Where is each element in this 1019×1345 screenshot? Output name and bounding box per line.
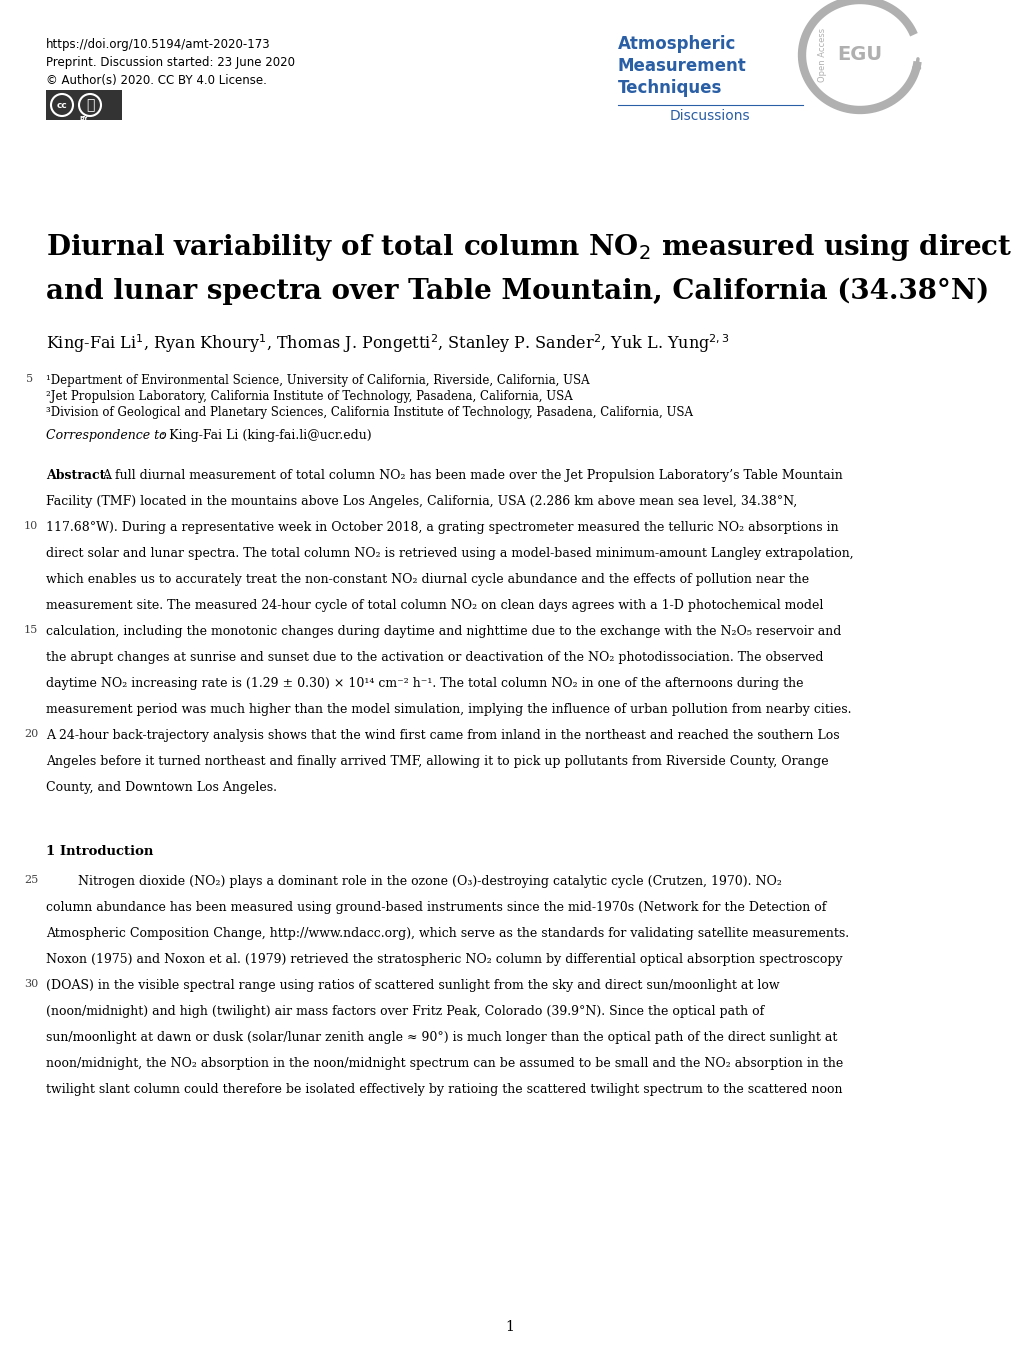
Text: Noxon (1975) and Noxon et al. (1979) retrieved the stratospheric NO₂ column by d: Noxon (1975) and Noxon et al. (1979) ret… — [46, 954, 842, 966]
Text: the abrupt changes at sunrise and sunset due to the activation or deactivation o: the abrupt changes at sunrise and sunset… — [46, 651, 822, 664]
Text: https://doi.org/10.5194/amt-2020-173: https://doi.org/10.5194/amt-2020-173 — [46, 38, 270, 51]
Text: Angeles before it turned northeast and finally arrived TMF, allowing it to pick : Angeles before it turned northeast and f… — [46, 755, 827, 768]
Text: Atmospheric: Atmospheric — [618, 35, 736, 52]
Text: calculation, including the monotonic changes during daytime and nighttime due to: calculation, including the monotonic cha… — [46, 625, 841, 638]
Text: 30: 30 — [24, 979, 39, 989]
Text: County, and Downtown Los Angeles.: County, and Downtown Los Angeles. — [46, 781, 277, 794]
Text: © Author(s) 2020. CC BY 4.0 License.: © Author(s) 2020. CC BY 4.0 License. — [46, 74, 267, 87]
Text: twilight slant column could therefore be isolated effectively by ratioing the sc: twilight slant column could therefore be… — [46, 1083, 842, 1096]
Text: BY: BY — [79, 116, 89, 121]
Text: 1 Introduction: 1 Introduction — [46, 845, 153, 858]
Text: Measurement: Measurement — [618, 56, 746, 75]
Text: daytime NO₂ increasing rate is (1.29 ± 0.30) × 10¹⁴ cm⁻² h⁻¹. The total column N: daytime NO₂ increasing rate is (1.29 ± 0… — [46, 677, 803, 690]
Text: Discussions: Discussions — [669, 109, 750, 122]
Text: 5: 5 — [25, 374, 33, 385]
Text: noon/midnight, the NO₂ absorption in the noon/midnight spectrum can be assumed t: noon/midnight, the NO₂ absorption in the… — [46, 1057, 843, 1071]
Text: 20: 20 — [24, 729, 39, 738]
Text: and lunar spectra over Table Mountain, California (34.38°N): and lunar spectra over Table Mountain, C… — [46, 278, 988, 305]
Text: EGU: EGU — [837, 46, 881, 65]
Text: 1: 1 — [505, 1319, 514, 1334]
Text: which enables us to accurately treat the non-constant NO₂ diurnal cycle abundanc: which enables us to accurately treat the… — [46, 573, 808, 586]
Text: direct solar and lunar spectra. The total column NO₂ is retrieved using a model-: direct solar and lunar spectra. The tota… — [46, 547, 853, 560]
Text: Facility (TMF) located in the mountains above Los Angeles, California, USA (2.28: Facility (TMF) located in the mountains … — [46, 495, 797, 508]
Text: measurement period was much higher than the model simulation, implying the influ: measurement period was much higher than … — [46, 703, 851, 716]
Text: 10: 10 — [24, 521, 39, 531]
Text: A 24-hour back-trajectory analysis shows that the wind first came from inland in: A 24-hour back-trajectory analysis shows… — [46, 729, 839, 742]
Text: column abundance has been measured using ground-based instruments since the mid-: column abundance has been measured using… — [46, 901, 825, 915]
Text: 117.68°W). During a representative week in October 2018, a grating spectrometer : 117.68°W). During a representative week … — [46, 521, 838, 534]
Text: cc: cc — [57, 101, 67, 109]
Text: King-Fai Li$^1$, Ryan Khoury$^1$, Thomas J. Pongetti$^2$, Stanley P. Sander$^2$,: King-Fai Li$^1$, Ryan Khoury$^1$, Thomas… — [46, 332, 729, 355]
Text: (DOAS) in the visible spectral range using ratios of scattered sunlight from the: (DOAS) in the visible spectral range usi… — [46, 979, 779, 993]
Text: ⓘ: ⓘ — [86, 98, 94, 112]
Text: ¹Department of Environmental Science, University of California, Riverside, Calif: ¹Department of Environmental Science, Un… — [46, 374, 589, 387]
Text: Correspondence to: Correspondence to — [46, 429, 166, 443]
Bar — [46, 90, 122, 120]
Text: sun/moonlight at dawn or dusk (solar/lunar zenith angle ≈ 90°) is much longer th: sun/moonlight at dawn or dusk (solar/lun… — [46, 1032, 837, 1044]
Text: Techniques: Techniques — [618, 79, 721, 97]
Text: Nitrogen dioxide (NO₂) plays a dominant role in the ozone (O₃)-destroying cataly: Nitrogen dioxide (NO₂) plays a dominant … — [46, 876, 782, 888]
Text: 25: 25 — [24, 876, 39, 885]
Text: 15: 15 — [24, 625, 39, 635]
Text: Abstract.: Abstract. — [46, 469, 110, 482]
Text: ²Jet Propulsion Laboratory, California Institute of Technology, Pasadena, Califo: ²Jet Propulsion Laboratory, California I… — [46, 390, 573, 403]
Text: A full diurnal measurement of total column NO₂ has been made over the Jet Propul: A full diurnal measurement of total colu… — [102, 469, 842, 482]
Text: Diurnal variability of total column NO$_2$ measured using direct solar: Diurnal variability of total column NO$_… — [46, 231, 1019, 264]
Text: Preprint. Discussion started: 23 June 2020: Preprint. Discussion started: 23 June 20… — [46, 56, 294, 69]
Text: measurement site. The measured 24-hour cycle of total column NO₂ on clean days a: measurement site. The measured 24-hour c… — [46, 599, 822, 612]
Text: Atmospheric Composition Change, http://www.ndacc.org), which serve as the standa: Atmospheric Composition Change, http://w… — [46, 927, 848, 940]
Text: : King-Fai Li (king-fai.li@ucr.edu): : King-Fai Li (king-fai.li@ucr.edu) — [161, 429, 371, 443]
Text: Open Access: Open Access — [817, 28, 826, 82]
Text: (noon/midnight) and high (twilight) air mass factors over Fritz Peak, Colorado (: (noon/midnight) and high (twilight) air … — [46, 1005, 763, 1018]
Text: ³Division of Geological and Planetary Sciences, California Institute of Technolo: ³Division of Geological and Planetary Sc… — [46, 406, 692, 420]
